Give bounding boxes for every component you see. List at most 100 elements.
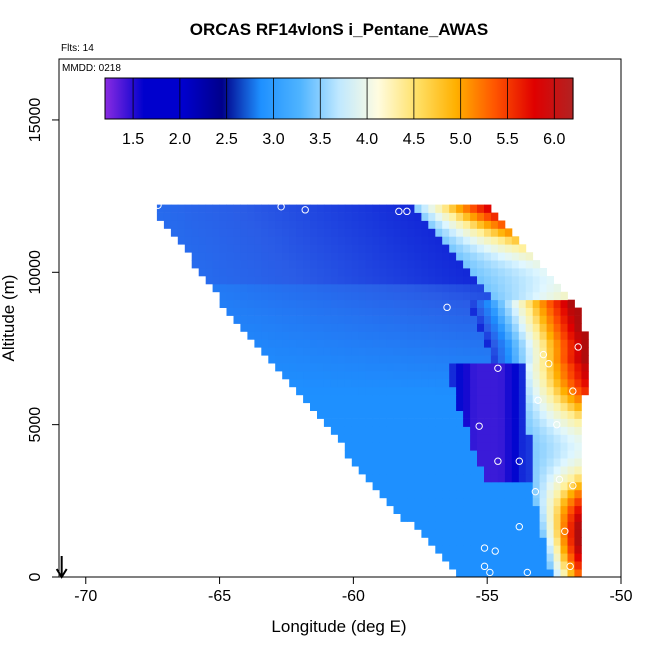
heatmap-cell: [574, 355, 582, 364]
heatmap-cell: [463, 418, 471, 427]
heatmap-cell: [310, 347, 318, 356]
heatmap-cell: [497, 442, 506, 451]
heatmap-cell: [226, 268, 234, 277]
heatmap-cell: [400, 236, 408, 245]
heatmap-cell: [296, 220, 304, 229]
heatmap-cell: [393, 474, 401, 483]
heatmap-cell: [504, 529, 513, 538]
heatmap-cell: [470, 299, 478, 308]
heatmap-cell: [233, 220, 241, 229]
heatmap-cell: [379, 386, 387, 396]
heatmap-cell: [351, 418, 360, 427]
heatmap-cell: [323, 402, 332, 411]
heatmap-cell: [351, 220, 360, 229]
heatmap-cell: [518, 315, 527, 324]
heatmap-cell: [261, 236, 269, 245]
heatmap-cell: [337, 331, 346, 340]
heatmap-cell: [407, 212, 415, 221]
heatmap-cell: [497, 466, 506, 475]
heatmap-cell: [546, 489, 554, 499]
heatmap-cell: [219, 236, 227, 245]
heatmap-cell: [442, 347, 450, 356]
heatmap-cell: [323, 323, 332, 332]
heatmap-cell: [358, 291, 367, 301]
heatmap-cell: [365, 434, 374, 443]
heatmap-cell: [303, 378, 311, 388]
heatmap-cell: [504, 426, 513, 435]
heatmap-cell: [372, 291, 380, 301]
heatmap-cell: [351, 228, 360, 237]
heatmap-cell: [518, 260, 527, 269]
heatmap-cell: [421, 513, 429, 522]
heatmap-cell: [435, 331, 443, 340]
heatmap-cell: [553, 537, 561, 546]
heatmap-cell: [470, 561, 478, 570]
heatmap-cell: [400, 386, 408, 396]
heatmap-cell: [546, 450, 554, 459]
heatmap-cell: [303, 244, 311, 253]
heatmap-cell: [351, 434, 360, 443]
heatmap-cell: [470, 545, 478, 554]
heatmap-cell: [539, 315, 547, 324]
heatmap-cell: [518, 363, 527, 372]
heatmap-cell: [289, 323, 297, 332]
heatmap-cell: [226, 236, 234, 245]
heatmap-cell: [275, 291, 283, 301]
heatmap-cell: [463, 386, 471, 396]
heatmap-cell: [330, 283, 339, 293]
heatmap-cell: [351, 252, 360, 261]
heatmap-cell: [428, 331, 436, 340]
heatmap-cell: [275, 307, 283, 316]
x-tick-label: -70: [74, 588, 97, 605]
heatmap-cell: [379, 307, 387, 316]
heatmap-cell: [421, 323, 429, 332]
heatmap-cell: [317, 260, 325, 269]
heatmap-cell: [386, 363, 394, 372]
heatmap-cell: [525, 268, 534, 277]
heatmap-cell: [414, 363, 422, 372]
heatmap-cell: [490, 260, 499, 269]
heatmap-cell: [567, 434, 575, 443]
heatmap-cell: [574, 529, 582, 538]
heatmap-cell: [219, 212, 227, 221]
heatmap-cell: [463, 307, 471, 316]
heatmap-cell: [525, 410, 534, 419]
heatmap-cell: [372, 268, 380, 277]
heatmap-cell: [407, 291, 415, 301]
heatmap-cell: [553, 434, 561, 443]
heatmap-cell: [358, 228, 367, 237]
heatmap-cell: [553, 386, 561, 396]
heatmap-cell: [470, 252, 478, 261]
heatmap-cell: [400, 505, 408, 514]
heatmap-cell: [428, 260, 436, 269]
heatmap-cell: [497, 220, 506, 229]
heatmap-cell: [497, 268, 506, 277]
heatmap-cell: [344, 268, 353, 277]
heatmap-cell: [539, 386, 547, 396]
heatmap-cell: [310, 291, 318, 301]
heatmap-cell: [365, 212, 374, 221]
heatmap-cell: [177, 204, 186, 213]
heatmap-cell: [442, 458, 450, 467]
x-tick-label: -60: [342, 588, 365, 605]
heatmap-cell: [303, 299, 311, 308]
heatmap-cell: [449, 339, 457, 348]
heatmap-cell: [477, 252, 485, 261]
colorbar-frame: [104, 77, 574, 120]
heatmap-cell: [470, 339, 478, 348]
heatmap-cell: [484, 291, 492, 301]
heatmap-cell: [393, 489, 401, 499]
heatmap-cell: [428, 450, 436, 459]
heatmap-cell: [330, 386, 339, 396]
heatmap-cell: [532, 450, 541, 459]
heatmap-cell: [560, 363, 568, 372]
heatmap-cell: [303, 323, 311, 332]
heatmap-cell: [525, 505, 534, 514]
heatmap-cell: [525, 260, 534, 269]
heatmap-cell: [581, 371, 589, 380]
heatmap-cell: [484, 418, 492, 427]
heatmap-cell: [330, 339, 339, 348]
heatmap-cell: [477, 442, 485, 451]
heatmap-cell: [205, 268, 214, 277]
heatmap-cell: [365, 228, 374, 237]
